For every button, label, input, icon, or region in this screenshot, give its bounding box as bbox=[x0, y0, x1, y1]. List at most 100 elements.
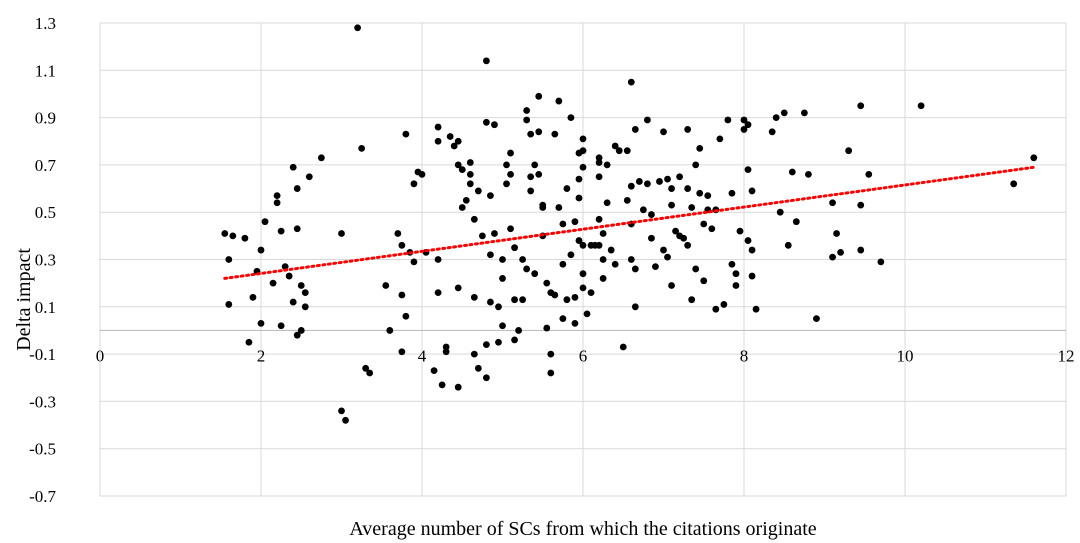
trendline-group bbox=[223, 165, 1036, 280]
data-point bbox=[603, 199, 611, 207]
data-point bbox=[660, 246, 667, 254]
data-point bbox=[772, 114, 780, 121]
data-point bbox=[579, 135, 587, 143]
data-point bbox=[627, 78, 635, 86]
data-point bbox=[285, 272, 293, 280]
data-point bbox=[277, 322, 285, 330]
data-point bbox=[442, 343, 450, 351]
data-point bbox=[829, 199, 836, 207]
data-point bbox=[877, 258, 885, 266]
data-point bbox=[917, 102, 925, 110]
data-point bbox=[857, 246, 865, 254]
data-point bbox=[837, 249, 844, 256]
data-point bbox=[639, 206, 647, 214]
data-point bbox=[458, 204, 466, 211]
data-point bbox=[716, 135, 724, 143]
data-point bbox=[293, 225, 301, 233]
data-point bbox=[579, 284, 587, 292]
data-point bbox=[434, 123, 442, 131]
data-point bbox=[229, 232, 237, 240]
data-point bbox=[627, 256, 635, 263]
data-point bbox=[551, 130, 559, 138]
data-point bbox=[434, 256, 442, 263]
data-point bbox=[656, 178, 663, 185]
data-point bbox=[680, 234, 688, 242]
y-tick-label: -0.3 bbox=[29, 392, 56, 411]
data-point bbox=[434, 289, 442, 297]
data-point bbox=[483, 57, 490, 65]
data-point bbox=[354, 24, 361, 32]
data-point bbox=[644, 180, 651, 188]
data-point bbox=[478, 232, 486, 240]
data-point bbox=[567, 114, 575, 121]
data-point bbox=[386, 327, 394, 334]
data-point bbox=[805, 170, 812, 178]
data-point bbox=[559, 315, 567, 323]
data-point bbox=[269, 279, 277, 287]
data-point bbox=[587, 289, 595, 297]
data-point bbox=[527, 130, 535, 138]
data-point bbox=[776, 208, 784, 216]
data-point bbox=[454, 137, 462, 145]
data-point bbox=[277, 227, 285, 235]
data-point bbox=[249, 293, 257, 301]
data-point bbox=[555, 97, 563, 105]
data-point bbox=[708, 225, 716, 233]
data-point bbox=[732, 270, 740, 278]
y-tick-label: 0.3 bbox=[35, 251, 56, 270]
data-point bbox=[454, 383, 462, 391]
y-tick-label: 0.1 bbox=[35, 298, 56, 317]
data-point bbox=[744, 166, 752, 174]
data-point bbox=[499, 322, 506, 330]
data-point bbox=[744, 237, 752, 244]
data-point bbox=[535, 92, 543, 100]
data-point bbox=[297, 327, 305, 334]
data-point bbox=[519, 256, 527, 263]
data-point bbox=[289, 163, 297, 171]
data-point bbox=[289, 298, 297, 306]
data-point bbox=[305, 173, 313, 181]
data-point bbox=[688, 204, 696, 211]
data-point bbox=[225, 256, 233, 263]
data-point bbox=[603, 161, 611, 169]
data-point bbox=[483, 341, 490, 349]
data-point bbox=[732, 282, 740, 289]
data-point bbox=[547, 369, 555, 377]
data-point bbox=[668, 282, 675, 289]
data-point bbox=[644, 116, 651, 124]
data-point bbox=[402, 130, 410, 138]
data-point bbox=[752, 305, 760, 313]
data-point bbox=[398, 291, 406, 299]
data-points bbox=[221, 24, 1038, 424]
data-point bbox=[507, 170, 514, 178]
data-point bbox=[748, 272, 756, 280]
data-point bbox=[495, 338, 502, 346]
data-point bbox=[575, 175, 583, 183]
data-point bbox=[635, 178, 643, 185]
data-point bbox=[527, 173, 535, 181]
data-point bbox=[410, 258, 418, 266]
x-tick-label: 8 bbox=[740, 346, 749, 365]
data-point bbox=[402, 312, 410, 320]
data-point bbox=[748, 187, 756, 195]
data-point bbox=[833, 230, 840, 237]
data-point bbox=[595, 173, 603, 181]
data-point bbox=[366, 369, 374, 377]
data-point bbox=[692, 265, 700, 273]
data-point bbox=[507, 149, 514, 157]
y-tick-label: 1.3 bbox=[35, 14, 56, 33]
data-point bbox=[571, 218, 579, 226]
data-point bbox=[595, 159, 603, 166]
data-point bbox=[668, 185, 675, 192]
data-point bbox=[398, 348, 406, 356]
data-point bbox=[483, 374, 490, 382]
data-point bbox=[466, 170, 474, 178]
data-point bbox=[535, 128, 543, 136]
data-point bbox=[466, 180, 474, 188]
data-point bbox=[531, 161, 539, 169]
data-point bbox=[595, 241, 603, 249]
data-point bbox=[829, 253, 836, 261]
data-point bbox=[511, 244, 518, 252]
data-point bbox=[631, 126, 639, 133]
